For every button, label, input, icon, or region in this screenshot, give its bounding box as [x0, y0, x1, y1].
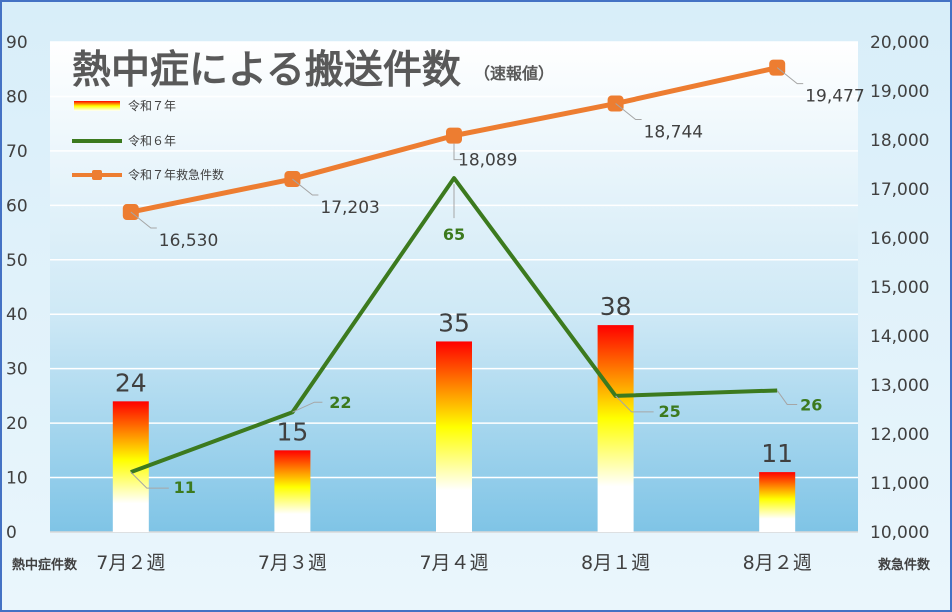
left-tick-label: 60	[6, 196, 28, 216]
left-tick-label: 90	[6, 33, 28, 53]
legend-label-r6: 令和６年	[128, 133, 176, 148]
bar-value-label: 11	[761, 439, 793, 468]
bar-r7	[274, 450, 311, 532]
right-tick-label: 14,000	[870, 327, 929, 347]
bar-value-label: 35	[438, 308, 470, 337]
right-tick-label: 19,000	[870, 82, 929, 102]
legend-label-emergency: 令和７年救急件数	[128, 167, 224, 182]
leader-line	[615, 395, 654, 413]
emergency-value-label: 17,203	[320, 198, 379, 218]
right-tick-label: 12,000	[870, 425, 929, 445]
emergency-value-label: 19,477	[805, 87, 864, 107]
right-tick-label: 17,000	[870, 180, 929, 200]
category-labels: 7月２週 7月３週 7月４週 8月１週 8月２週	[96, 552, 811, 574]
r6-value-label: 26	[800, 395, 822, 414]
right-tick-label: 15,000	[870, 278, 929, 298]
r6-value-label: 65	[443, 225, 465, 244]
right-tick-label: 13,000	[870, 376, 929, 396]
r6-line	[130, 176, 778, 474]
right-tick-label: 16,000	[870, 229, 929, 249]
bar-value-label: 38	[600, 292, 632, 321]
bar-r7	[759, 472, 796, 532]
leader-line	[776, 390, 798, 405]
legend-marker-emergency	[92, 170, 102, 180]
left-tick-label: 40	[6, 305, 28, 325]
left-axis-ticks: 0 10 20 30 40 50 60 70 80 90	[6, 33, 28, 543]
r6-value-label: 11	[174, 478, 196, 497]
leader-line	[776, 67, 804, 85]
left-axis-label: 熱中症件数	[12, 557, 78, 573]
right-axis-ticks: 10,000 11,000 12,000 13,000 14,000 15,000 16,0…	[870, 33, 929, 543]
bar-r7	[436, 341, 472, 532]
emergency-value-label: 18,089	[458, 151, 517, 171]
bar-series-r7: 24 15 35 38 11	[112, 292, 796, 532]
bar-r7	[597, 325, 634, 532]
chart-title: 熱中症による搬送件数	[72, 48, 461, 93]
chart-subtitle: （速報値）	[474, 64, 554, 83]
emergency-value-label: 16,530	[159, 231, 218, 251]
category-label: 7月２週	[96, 552, 165, 574]
legend-swatch-r7	[74, 101, 120, 111]
leader-line	[615, 103, 642, 121]
leader-line	[292, 401, 323, 413]
line-series-r6: 11 22 65 25 26	[130, 176, 822, 497]
left-tick-label: 20	[6, 414, 28, 434]
left-tick-label: 50	[6, 251, 28, 271]
left-tick-label: 30	[6, 360, 28, 380]
right-tick-label: 18,000	[870, 131, 929, 151]
right-tick-label: 20,000	[870, 33, 929, 53]
leader-line	[453, 143, 462, 161]
leader-line	[292, 178, 319, 196]
category-label: 7月４週	[419, 552, 488, 574]
category-label: 8月２週	[743, 552, 812, 574]
right-tick-label: 11,000	[870, 474, 929, 494]
line-series-emergency: 16,530 17,203 18,089 18,744 19,477	[122, 59, 865, 251]
bar-value-label: 15	[276, 417, 308, 446]
r6-value-label: 25	[658, 402, 680, 421]
right-tick-label: 10,000	[870, 523, 929, 543]
left-tick-label: 70	[6, 142, 28, 162]
r6-value-label: 22	[329, 393, 351, 412]
left-tick-label: 80	[6, 87, 28, 107]
emergency-value-label: 18,744	[644, 123, 703, 143]
right-axis-label: 救急件数	[878, 557, 931, 573]
left-tick-label: 0	[6, 523, 17, 543]
legend: 令和７年 令和６年 令和７年救急件数	[72, 98, 224, 182]
leader-line	[130, 471, 169, 489]
emergency-marker	[446, 127, 462, 144]
bar-value-label: 24	[115, 368, 147, 397]
category-label: 8月１週	[581, 552, 650, 574]
legend-label-r7: 令和７年	[128, 98, 176, 113]
category-label: 7月３週	[258, 552, 327, 574]
leader-line	[130, 211, 157, 229]
left-tick-label: 10	[6, 469, 28, 489]
